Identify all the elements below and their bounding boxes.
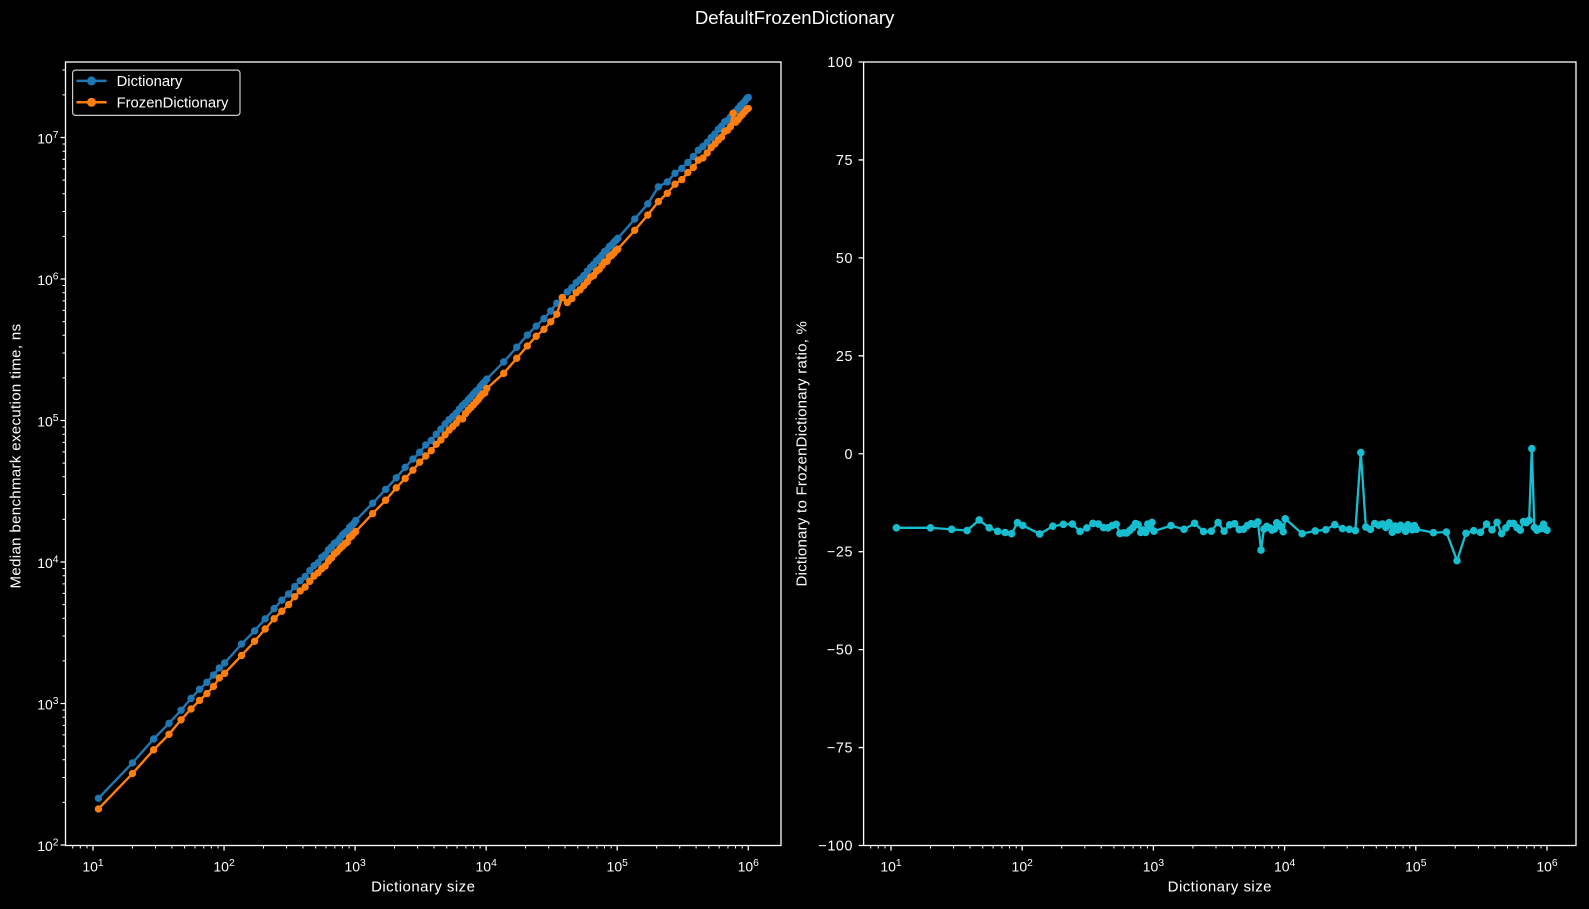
svg-text:50: 50 bbox=[836, 251, 853, 267]
svg-text:0: 0 bbox=[844, 447, 853, 463]
svg-text:−50: −50 bbox=[827, 643, 853, 659]
svg-text:100: 100 bbox=[827, 55, 853, 71]
svg-text:FrozenDictionary: FrozenDictionary bbox=[117, 96, 229, 112]
svg-text:Dictionary size: Dictionary size bbox=[371, 879, 475, 896]
svg-text:Dictionary size: Dictionary size bbox=[1168, 879, 1272, 896]
svg-text:25: 25 bbox=[836, 349, 853, 365]
svg-text:Dictionary: Dictionary bbox=[117, 74, 183, 90]
svg-text:75: 75 bbox=[836, 153, 853, 169]
svg-text:−25: −25 bbox=[827, 545, 853, 561]
svg-text:−75: −75 bbox=[827, 741, 853, 757]
svg-text:Median benchmark execution tim: Median benchmark execution time, ns bbox=[7, 324, 24, 589]
svg-text:DefaultFrozenDictionary: DefaultFrozenDictionary bbox=[695, 7, 895, 28]
svg-text:−100: −100 bbox=[818, 839, 853, 855]
svg-text:Dictionary to FrozenDictionary: Dictionary to FrozenDictionary ratio, % bbox=[793, 321, 810, 587]
